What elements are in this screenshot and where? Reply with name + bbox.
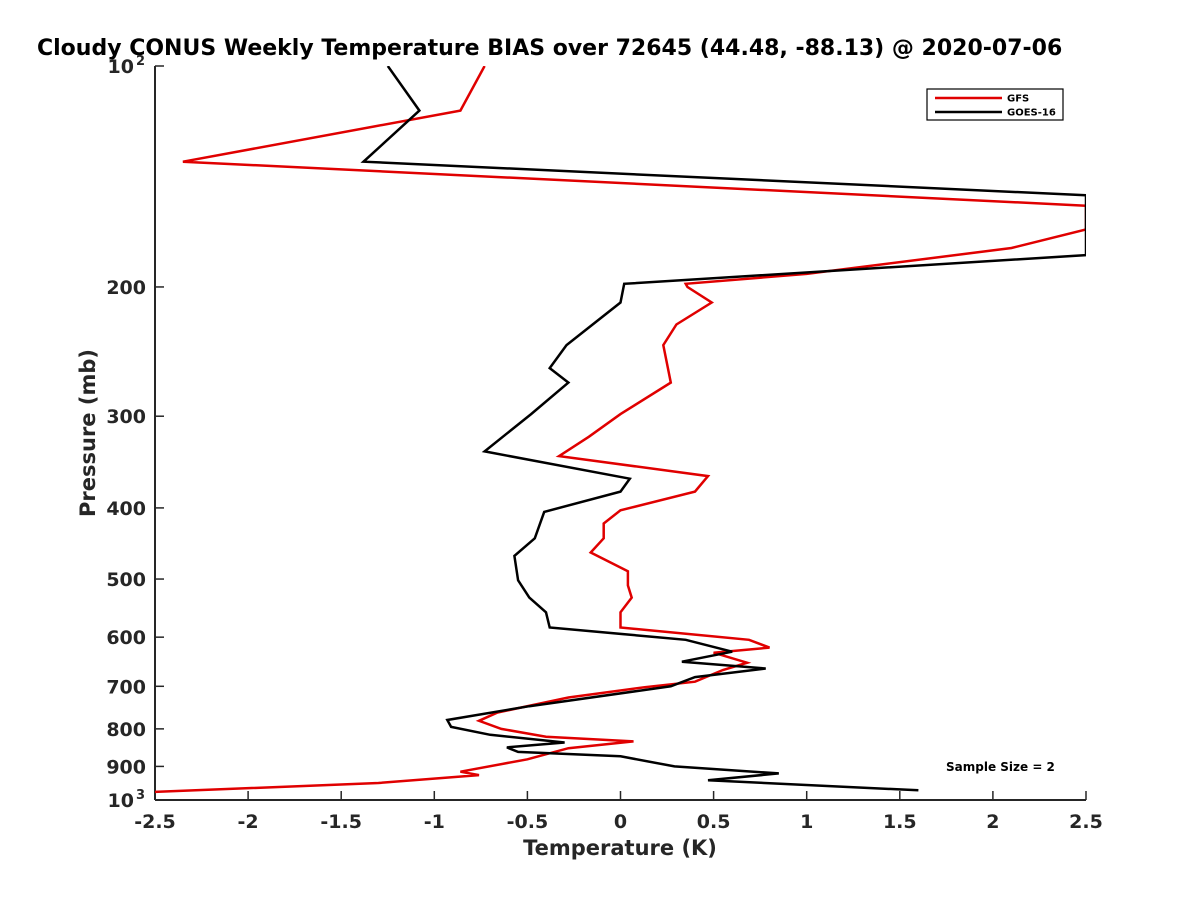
x-tick-label: 0.5 [697,811,731,833]
x-tick-label: -1 [424,811,445,833]
series-group [155,66,1086,794]
y-tick-label: 10 [108,56,134,78]
x-tick-label: 2.5 [1069,811,1103,833]
x-tick-label: -2 [238,811,259,833]
legend-box [926,88,1064,121]
y-tick-label: 500 [106,569,146,591]
y-tick-label: 300 [106,406,146,428]
y-tick-label: 10 [108,790,134,812]
legend: GFS GOES-16 [926,88,1064,121]
x-axis-label: Temperature (K) [523,836,717,860]
y-tick-label: 900 [106,756,146,778]
y-tick-label: 200 [106,277,146,299]
y-tick-label: 400 [106,498,146,520]
y-tick-label: 600 [106,627,146,649]
x-tick-label: 2 [986,811,999,833]
legend-label: GFS [1007,94,1029,105]
x-tick-label: -1.5 [320,811,362,833]
sample-size-annotation: Sample Size = 2 [946,760,1055,774]
y-tick-exponent: 2 [136,54,145,69]
legend-label: GOES-16 [1007,108,1056,119]
chart-title: Cloudy CONUS Weekly Temperature BIAS ove… [37,36,1062,61]
y-tick-label: 800 [106,719,146,741]
x-tick-label: -2.5 [134,811,176,833]
x-tick-label: 1.5 [883,811,917,833]
y-axis-label: Pressure (mb) [76,349,100,517]
x-tick-label: 1 [800,811,813,833]
y-tick-exponent: 3 [136,788,145,803]
series-line-gfs [155,66,1086,794]
y-tick-label: 700 [106,676,146,698]
x-tick-label: -0.5 [507,811,549,833]
series-line-goes-16 [360,66,1086,792]
x-ticks: -2.5 -2 -1.5 -1 -0.5 0 0.5 1 1.5 2 2.5 [134,791,1103,833]
x-tick-label: 0 [614,811,627,833]
